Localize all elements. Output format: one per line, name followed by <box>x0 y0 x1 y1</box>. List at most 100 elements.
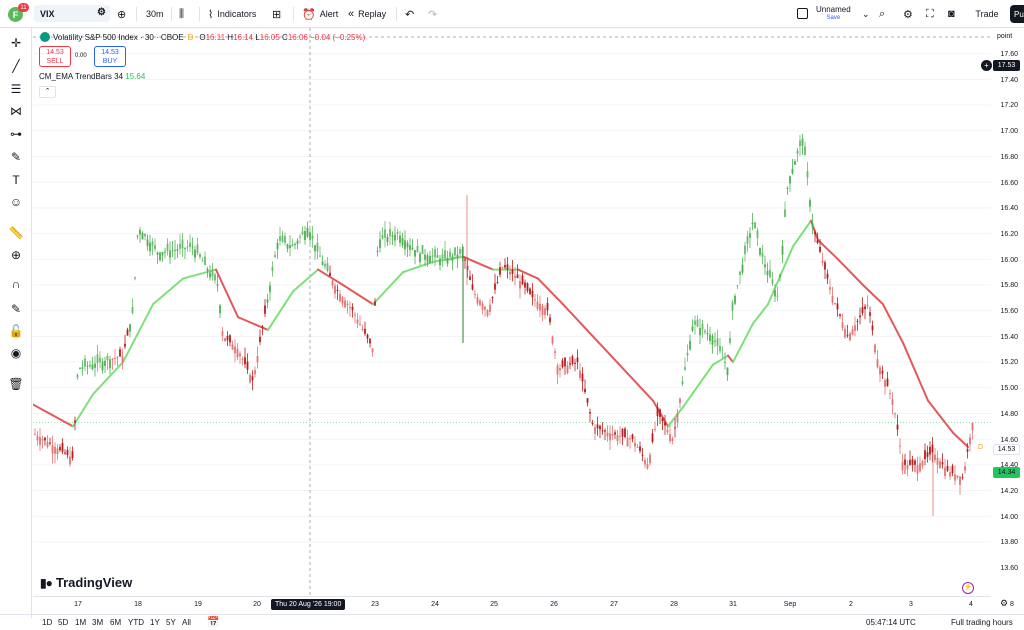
range-button-5d[interactable]: 5D <box>58 618 69 627</box>
templates-button[interactable]: ⊞ <box>272 5 285 23</box>
magnet-icon[interactable]: ∩ <box>11 277 21 291</box>
chart-type-button[interactable]: ⫼ <box>179 5 188 23</box>
price-tick-label: 17.60 <box>1000 51 1018 58</box>
symbol-search-input[interactable]: VIX ⚙ <box>34 5 110 22</box>
emoji-tool-icon[interactable]: ☺ <box>9 195 23 209</box>
candle-body <box>941 462 944 465</box>
price-chart[interactable] <box>33 28 991 596</box>
candle-body <box>404 240 406 250</box>
legend-title: Volatility S&P 500 Index · 30 · CBOE <box>53 32 184 42</box>
lightning-icon[interactable]: ⚡ <box>962 582 974 594</box>
candle-body <box>824 262 826 270</box>
brush-tool-icon[interactable]: ✎ <box>10 150 22 164</box>
candle-body <box>519 281 521 289</box>
candle-body <box>74 420 76 423</box>
collapse-legend-button[interactable]: ⌃ <box>39 86 56 98</box>
range-button-ytd[interactable]: YTD <box>128 618 144 627</box>
candle-body <box>86 365 89 367</box>
price-tick-label: 14.80 <box>1000 410 1018 418</box>
candle-body <box>836 303 839 310</box>
range-button-5y[interactable]: 5Y <box>166 618 176 627</box>
clock-display[interactable]: 05:47:14 UTC <box>866 618 916 627</box>
fib-tool-icon[interactable]: ☰ <box>10 82 22 96</box>
lock-icon[interactable]: 🔓 <box>8 324 24 338</box>
range-button-all[interactable]: All <box>182 618 191 627</box>
redo-button[interactable]: ↷ <box>428 5 441 23</box>
sell-button[interactable]: 14.53 SELL <box>39 46 71 67</box>
candle-body <box>764 264 766 268</box>
fullscreen-button[interactable]: ⛶ <box>926 5 938 23</box>
candle-body <box>551 336 554 344</box>
alert-button[interactable]: ⏰ Alert <box>302 5 338 23</box>
logo-text: TradingView <box>55 575 133 590</box>
undo-button[interactable]: ↶ <box>405 5 418 23</box>
replay-button[interactable]: «Replay <box>348 5 386 23</box>
ema-line-segment <box>592 335 624 370</box>
close-value: 16.06 <box>287 32 308 42</box>
candle-body <box>374 301 376 306</box>
layout-dropdown[interactable]: ⌄ <box>862 5 870 23</box>
candle-body <box>904 459 906 465</box>
trendline-tool-icon[interactable]: ╱ <box>12 59 20 73</box>
candle-body <box>54 446 56 454</box>
indicator-legend[interactable]: CM_EMA TrendBars 34 15.64 <box>39 72 145 81</box>
candle-body <box>691 326 694 331</box>
candle-body <box>699 328 701 336</box>
interval-button[interactable]: 30m <box>146 5 164 23</box>
trade-button[interactable]: Trade <box>971 5 1003 23</box>
range-button-3m[interactable]: 3M <box>92 618 104 627</box>
ema-line-segment <box>72 393 94 428</box>
indicators-button[interactable]: ⌇ Indicators <box>208 5 256 23</box>
ema-line-segment <box>537 277 564 306</box>
candle-body <box>254 370 256 375</box>
candle-body <box>329 272 331 277</box>
publish-button[interactable]: Pu <box>1010 5 1024 23</box>
buy-button[interactable]: 14.53 BUY <box>94 46 126 67</box>
session-selector[interactable]: Full trading hours <box>951 618 1013 627</box>
quick-search-button[interactable]: ⌕ <box>879 5 889 23</box>
candle-body <box>829 287 831 290</box>
price-tick-label: 17.40 <box>1000 76 1018 84</box>
pattern-tool-icon[interactable]: ⋈ <box>10 104 22 118</box>
range-button-6m[interactable]: 6M <box>110 618 122 627</box>
ruler-tool-icon[interactable]: 📏 <box>8 226 24 240</box>
range-button-1y[interactable]: 1Y <box>150 618 160 627</box>
candle-body <box>406 242 409 248</box>
range-button-1m[interactable]: 1M <box>75 618 87 627</box>
text-tool-icon[interactable]: T <box>12 173 20 187</box>
ema-line-segment <box>622 367 654 402</box>
forecast-tool-icon[interactable]: ⊶ <box>10 127 22 141</box>
layout-name-button[interactable]: Unnamed Save <box>816 5 851 23</box>
candle-body <box>301 231 304 235</box>
candle-body <box>361 329 364 331</box>
candle-body <box>79 367 81 369</box>
add-alert-plus-icon[interactable]: + <box>981 60 992 71</box>
settings-button[interactable]: ⚙ <box>903 5 917 23</box>
divider <box>293 7 294 21</box>
lock-drawing-icon[interactable]: ✎ <box>10 302 22 316</box>
candle-body <box>269 285 271 293</box>
snapshot-button[interactable]: ◙ <box>948 5 959 23</box>
compare-button[interactable]: ⊕ <box>117 5 130 23</box>
candle-body <box>204 256 206 265</box>
range-button-1d[interactable]: 1D <box>42 618 53 627</box>
bottom-toolbar: 📅 05:47:14 UTC Full trading hours 1D 5D 1M… <box>0 614 1024 630</box>
candle-body <box>594 427 596 434</box>
divider <box>199 7 200 21</box>
indicator-value: 15.64 <box>125 72 146 81</box>
replay-label: Replay <box>358 9 387 19</box>
candle-body <box>681 381 684 385</box>
zoom-in-icon[interactable]: ⊕ <box>10 248 22 262</box>
layout-select-checkbox[interactable] <box>797 8 808 19</box>
eye-icon[interactable]: ◉ <box>10 346 22 360</box>
axis-settings-icon[interactable]: ⚙ <box>1000 598 1009 608</box>
candle-body <box>299 236 301 238</box>
ema-line-segment <box>517 268 539 280</box>
candle-body <box>931 444 934 453</box>
price-axis[interactable]: point 17.60 17.40 17.20 17.00 16.80 16.60 16.4… <box>991 28 1024 596</box>
trash-icon[interactable]: 🗑 <box>8 377 24 391</box>
symbol-settings-icon[interactable]: ⚙ <box>97 7 106 18</box>
date-range-icon[interactable]: 📅 <box>207 617 220 628</box>
time-axis[interactable]: Thu 20 Aug '26 19:00 17 18 19 20 23 24 25 26 27 2… <box>33 596 1014 612</box>
crosshair-tool-icon[interactable]: ✛ <box>10 36 22 50</box>
